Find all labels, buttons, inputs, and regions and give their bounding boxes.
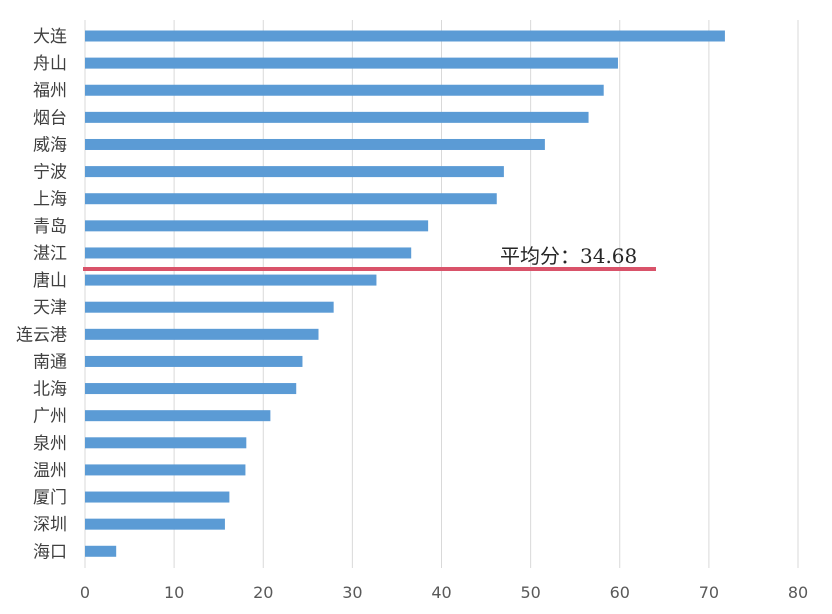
category-label: 温州 [33,461,67,481]
bar [85,220,429,232]
bar [85,193,497,205]
bar [85,437,247,449]
category-label: 唐山 [33,270,67,291]
x-tick-label: 10 [164,583,184,602]
bar [85,410,271,422]
x-tick-label: 30 [342,583,362,602]
category-label: 大连 [33,27,67,47]
category-label: 北海 [33,380,67,400]
category-label: 威海 [33,135,67,155]
x-tick-label: 70 [699,583,719,602]
category-label: 厦门 [33,488,67,508]
bar [85,166,504,178]
x-tick-label: 0 [80,583,90,602]
bar [85,518,225,530]
bar [85,57,618,69]
bar [85,30,725,42]
category-label: 湛江 [33,244,67,264]
bar [85,138,545,150]
x-tick-label: 80 [788,583,808,602]
category-label: 南通 [33,352,67,372]
category-label: 宁波 [33,163,67,183]
x-tick-label: 60 [610,583,630,602]
category-label: 舟山 [33,54,67,74]
bars [85,30,725,557]
bar [85,328,319,340]
category-label: 广州 [33,407,67,427]
bar [85,111,589,123]
average-label: 平均分：34.68 [500,244,637,268]
category-label: 青岛 [33,217,67,237]
category-label: 深圳 [33,515,67,535]
x-tick-label: 50 [520,583,540,602]
category-label: 烟台 [33,108,67,128]
bar [85,247,412,259]
category-label: 泉州 [33,434,67,454]
x-tick-labels: 0 10 20 30 40 50 60 70 80 [80,583,808,602]
category-labels: 大连舟山福州烟台威海宁波上海青岛湛江唐山天津连云港南通北海广州泉州温州厦门深圳海… [16,27,67,562]
category-label: 海口 [33,542,67,562]
bar [85,301,334,313]
category-label: 福州 [33,81,67,101]
category-label: 天津 [33,298,67,318]
grid-lines [84,20,799,568]
bar [85,383,297,395]
bar [85,355,303,367]
bar [85,274,377,286]
x-tick-label: 40 [431,583,451,602]
x-tick-label: 20 [253,583,273,602]
bar [85,464,246,476]
bar [85,491,230,503]
average-annotation: 平均分：34.68 [83,244,656,271]
bar [85,545,117,557]
bar [85,84,604,96]
category-label: 连云港 [16,325,67,345]
category-label: 上海 [33,190,67,210]
